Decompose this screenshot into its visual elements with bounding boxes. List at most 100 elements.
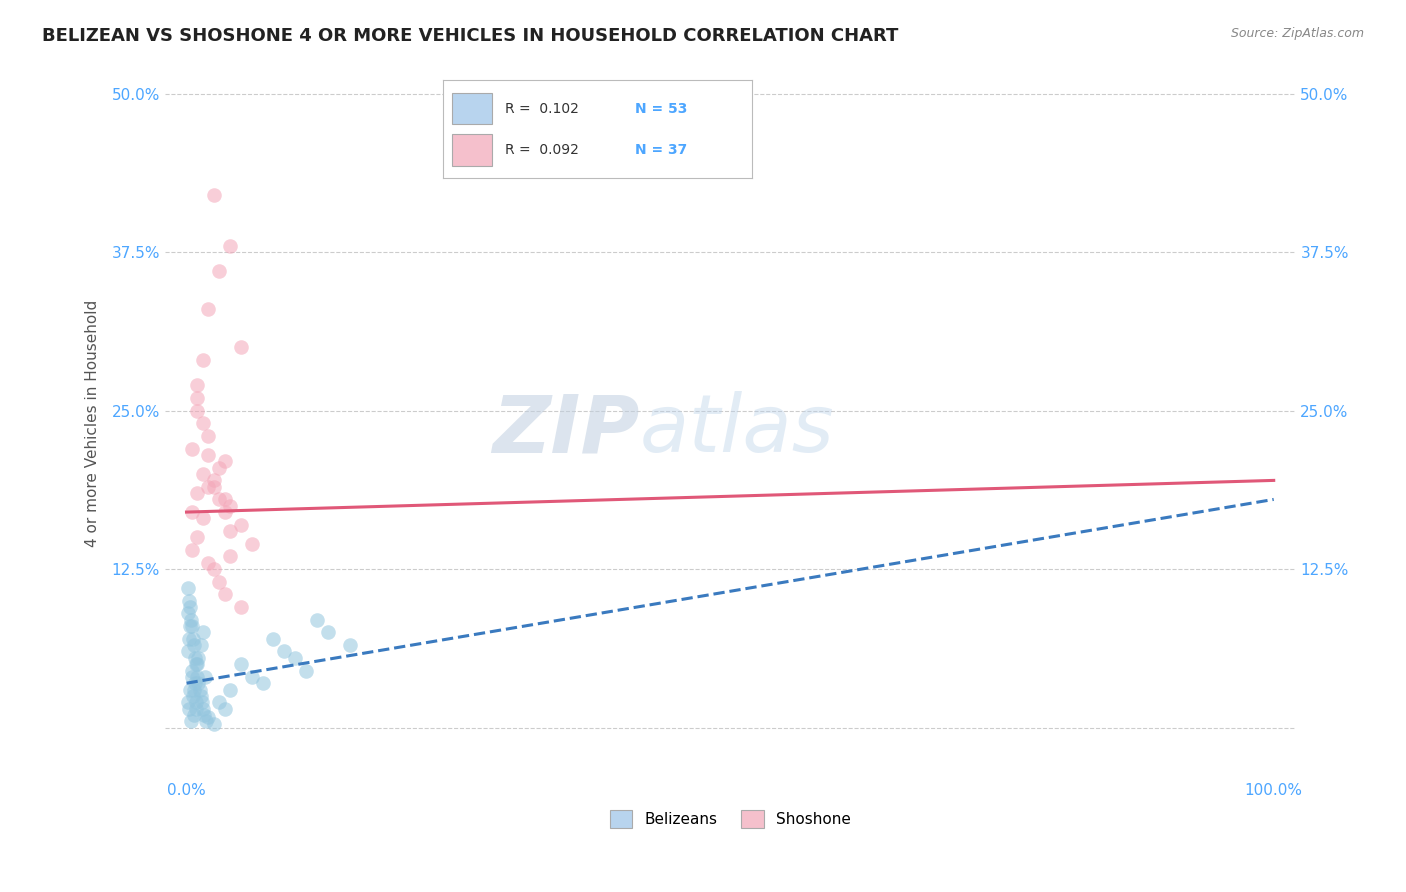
Point [208, 492, 231, 507]
Text: N = 37: N = 37 [634, 143, 688, 157]
Point [195, 714, 218, 729]
Point [197, 710, 219, 724]
Point [197, 556, 219, 570]
Point [295, 664, 318, 678]
Point [181, 689, 204, 703]
Point [193, 707, 215, 722]
Point [181, 670, 204, 684]
Point [179, 600, 201, 615]
Point [284, 650, 307, 665]
Text: R =  0.102: R = 0.102 [505, 102, 579, 116]
Point [197, 480, 219, 494]
Point [181, 619, 204, 633]
Point [181, 442, 204, 456]
Point [186, 657, 208, 672]
Point [176, 581, 198, 595]
Point [263, 632, 285, 646]
Point [190, 638, 212, 652]
Text: BELIZEAN VS SHOSHONE 4 OR MORE VEHICLES IN HOUSEHOLD CORRELATION CHART: BELIZEAN VS SHOSHONE 4 OR MORE VEHICLES … [42, 27, 898, 45]
Text: N = 53: N = 53 [634, 102, 688, 116]
Point [177, 594, 200, 608]
Bar [453, 134, 492, 166]
Point [181, 543, 204, 558]
Point [208, 460, 231, 475]
Point [252, 676, 274, 690]
Point [186, 657, 208, 672]
Point [187, 676, 209, 690]
Point [194, 670, 217, 684]
Point [229, 340, 252, 354]
Point [176, 607, 198, 621]
Point [191, 353, 214, 368]
Text: atlas: atlas [640, 392, 834, 469]
Point [202, 188, 225, 202]
Point [202, 562, 225, 576]
Point [214, 454, 236, 468]
Text: ZIP: ZIP [492, 392, 640, 469]
Point [202, 716, 225, 731]
Point [208, 574, 231, 589]
Point [214, 587, 236, 601]
Point [214, 505, 236, 519]
Point [219, 239, 242, 253]
Point [219, 682, 242, 697]
Point [186, 486, 208, 500]
Point [305, 613, 328, 627]
Point [176, 695, 198, 709]
Point [180, 613, 202, 627]
Point [240, 537, 263, 551]
Point [219, 524, 242, 538]
Point [191, 701, 214, 715]
Point [188, 682, 211, 697]
Point [181, 505, 204, 519]
Point [181, 632, 204, 646]
Point [229, 600, 252, 615]
Point [191, 511, 214, 525]
Point [190, 695, 212, 709]
Point [179, 682, 201, 697]
Point [214, 701, 236, 715]
Point [240, 670, 263, 684]
Point [186, 378, 208, 392]
Point [202, 480, 225, 494]
Point [187, 650, 209, 665]
Point [214, 492, 236, 507]
Point [186, 391, 208, 405]
Point [183, 707, 205, 722]
Point [197, 429, 219, 443]
Point [183, 682, 205, 697]
Point [191, 467, 214, 481]
Point [177, 701, 200, 715]
Point [183, 638, 205, 652]
Point [186, 403, 208, 417]
Point [177, 632, 200, 646]
Point [197, 448, 219, 462]
Point [179, 619, 201, 633]
Point [186, 701, 208, 715]
Point [316, 625, 339, 640]
Point [191, 417, 214, 431]
Point [208, 695, 231, 709]
Text: R =  0.092: R = 0.092 [505, 143, 579, 157]
Point [180, 714, 202, 729]
Point [229, 657, 252, 672]
Text: Source: ZipAtlas.com: Source: ZipAtlas.com [1230, 27, 1364, 40]
Point [202, 474, 225, 488]
Bar [453, 93, 492, 124]
Point [219, 499, 242, 513]
Point [181, 664, 204, 678]
Point [229, 517, 252, 532]
Point [273, 644, 295, 658]
Point [208, 264, 231, 278]
Point [186, 695, 208, 709]
Point [186, 670, 208, 684]
Point [190, 689, 212, 703]
Point [197, 302, 219, 317]
Y-axis label: 4 or more Vehicles in Household: 4 or more Vehicles in Household [86, 300, 100, 547]
Point [186, 531, 208, 545]
Point [219, 549, 242, 564]
Point [191, 625, 214, 640]
Point [184, 676, 207, 690]
Point [339, 638, 361, 652]
Point [184, 650, 207, 665]
